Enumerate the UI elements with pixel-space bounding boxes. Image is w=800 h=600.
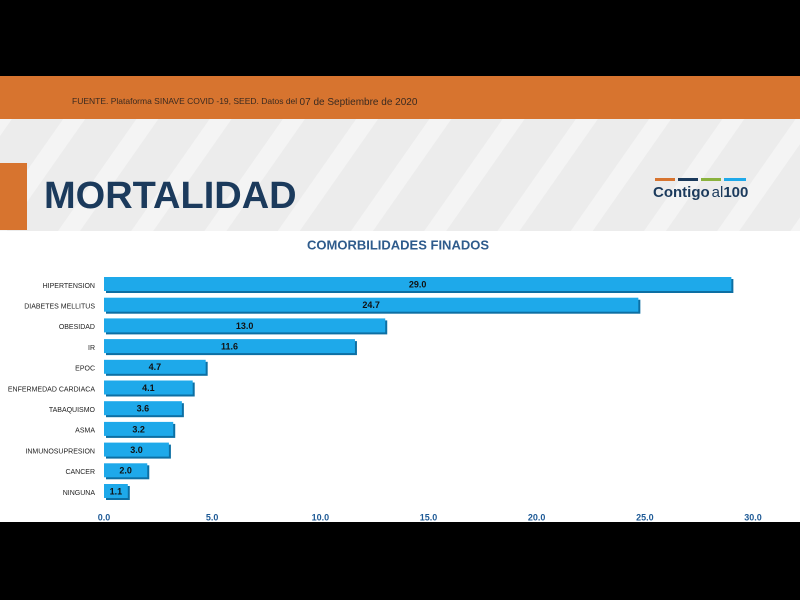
value-label: 2.0 (119, 466, 132, 476)
title-band (0, 119, 800, 231)
logo-num: 100 (723, 184, 748, 201)
category-label: HIPERTENSION (43, 283, 95, 290)
x-tick-label: 25.0 (636, 512, 654, 522)
bar (104, 484, 128, 498)
logo-stripe (724, 178, 746, 181)
category-label: DIABETES MELLITUS (24, 304, 95, 311)
logo-text: Contigo al100 (653, 184, 748, 201)
bar (104, 463, 148, 478)
logo-stripe (655, 178, 675, 181)
value-label: 1.1 (110, 486, 123, 496)
value-label: 13.0 (236, 321, 254, 331)
x-tick-label: 15.0 (420, 512, 438, 522)
source-note: FUENTE. Plataforma SINAVE COVID -19, SEE… (72, 96, 418, 107)
category-label: TABAQUISMO (49, 407, 96, 414)
value-label: 24.7 (362, 300, 380, 310)
value-label: 3.6 (137, 404, 150, 414)
logo: Contigo al100 (653, 178, 748, 201)
logo-stripe (678, 178, 698, 181)
bar (104, 401, 182, 416)
logo-main: Contigo (653, 184, 710, 201)
category-label: IR (88, 345, 95, 352)
bar (104, 277, 732, 291)
bar (104, 339, 355, 354)
value-label: 3.2 (132, 424, 145, 434)
bar (104, 359, 206, 374)
category-label: CANCER (65, 469, 95, 476)
value-label: 4.1 (142, 383, 155, 393)
bar (104, 380, 193, 395)
bar (104, 421, 174, 436)
x-tick-label: 0.0 (98, 512, 111, 522)
category-label: NINGUNA (63, 490, 96, 497)
category-label: EPOC (75, 366, 95, 373)
header-band (0, 76, 800, 119)
x-tick-label: 30.0 (744, 512, 762, 522)
source-date: 07 de Septiembre de 2020 (300, 97, 418, 108)
category-label: ASMA (75, 428, 95, 435)
bar (104, 297, 639, 312)
chart-title: COMORBILIDADES FINADOS (307, 237, 489, 252)
logo-mid: al (712, 184, 724, 201)
value-label: 4.7 (149, 362, 162, 372)
bar (104, 442, 169, 457)
section-title: MORTALIDAD (44, 175, 297, 217)
title-accent (0, 163, 27, 230)
logo-stripe (701, 178, 721, 181)
category-label: INMUNOSUPRESION (25, 448, 95, 455)
category-label: ENFERMEDAD CARDIACA (8, 386, 95, 393)
x-tick-label: 20.0 (528, 512, 546, 522)
source-text: FUENTE. Plataforma SINAVE COVID -19, SEE… (72, 96, 297, 106)
x-tick-label: 5.0 (206, 512, 219, 522)
value-label: 11.6 (221, 341, 238, 351)
value-label: 3.0 (130, 445, 143, 455)
x-tick-label: 10.0 (312, 512, 330, 522)
bar (104, 318, 386, 333)
value-label: 29.0 (409, 279, 427, 289)
category-label: OBESIDAD (59, 324, 95, 331)
